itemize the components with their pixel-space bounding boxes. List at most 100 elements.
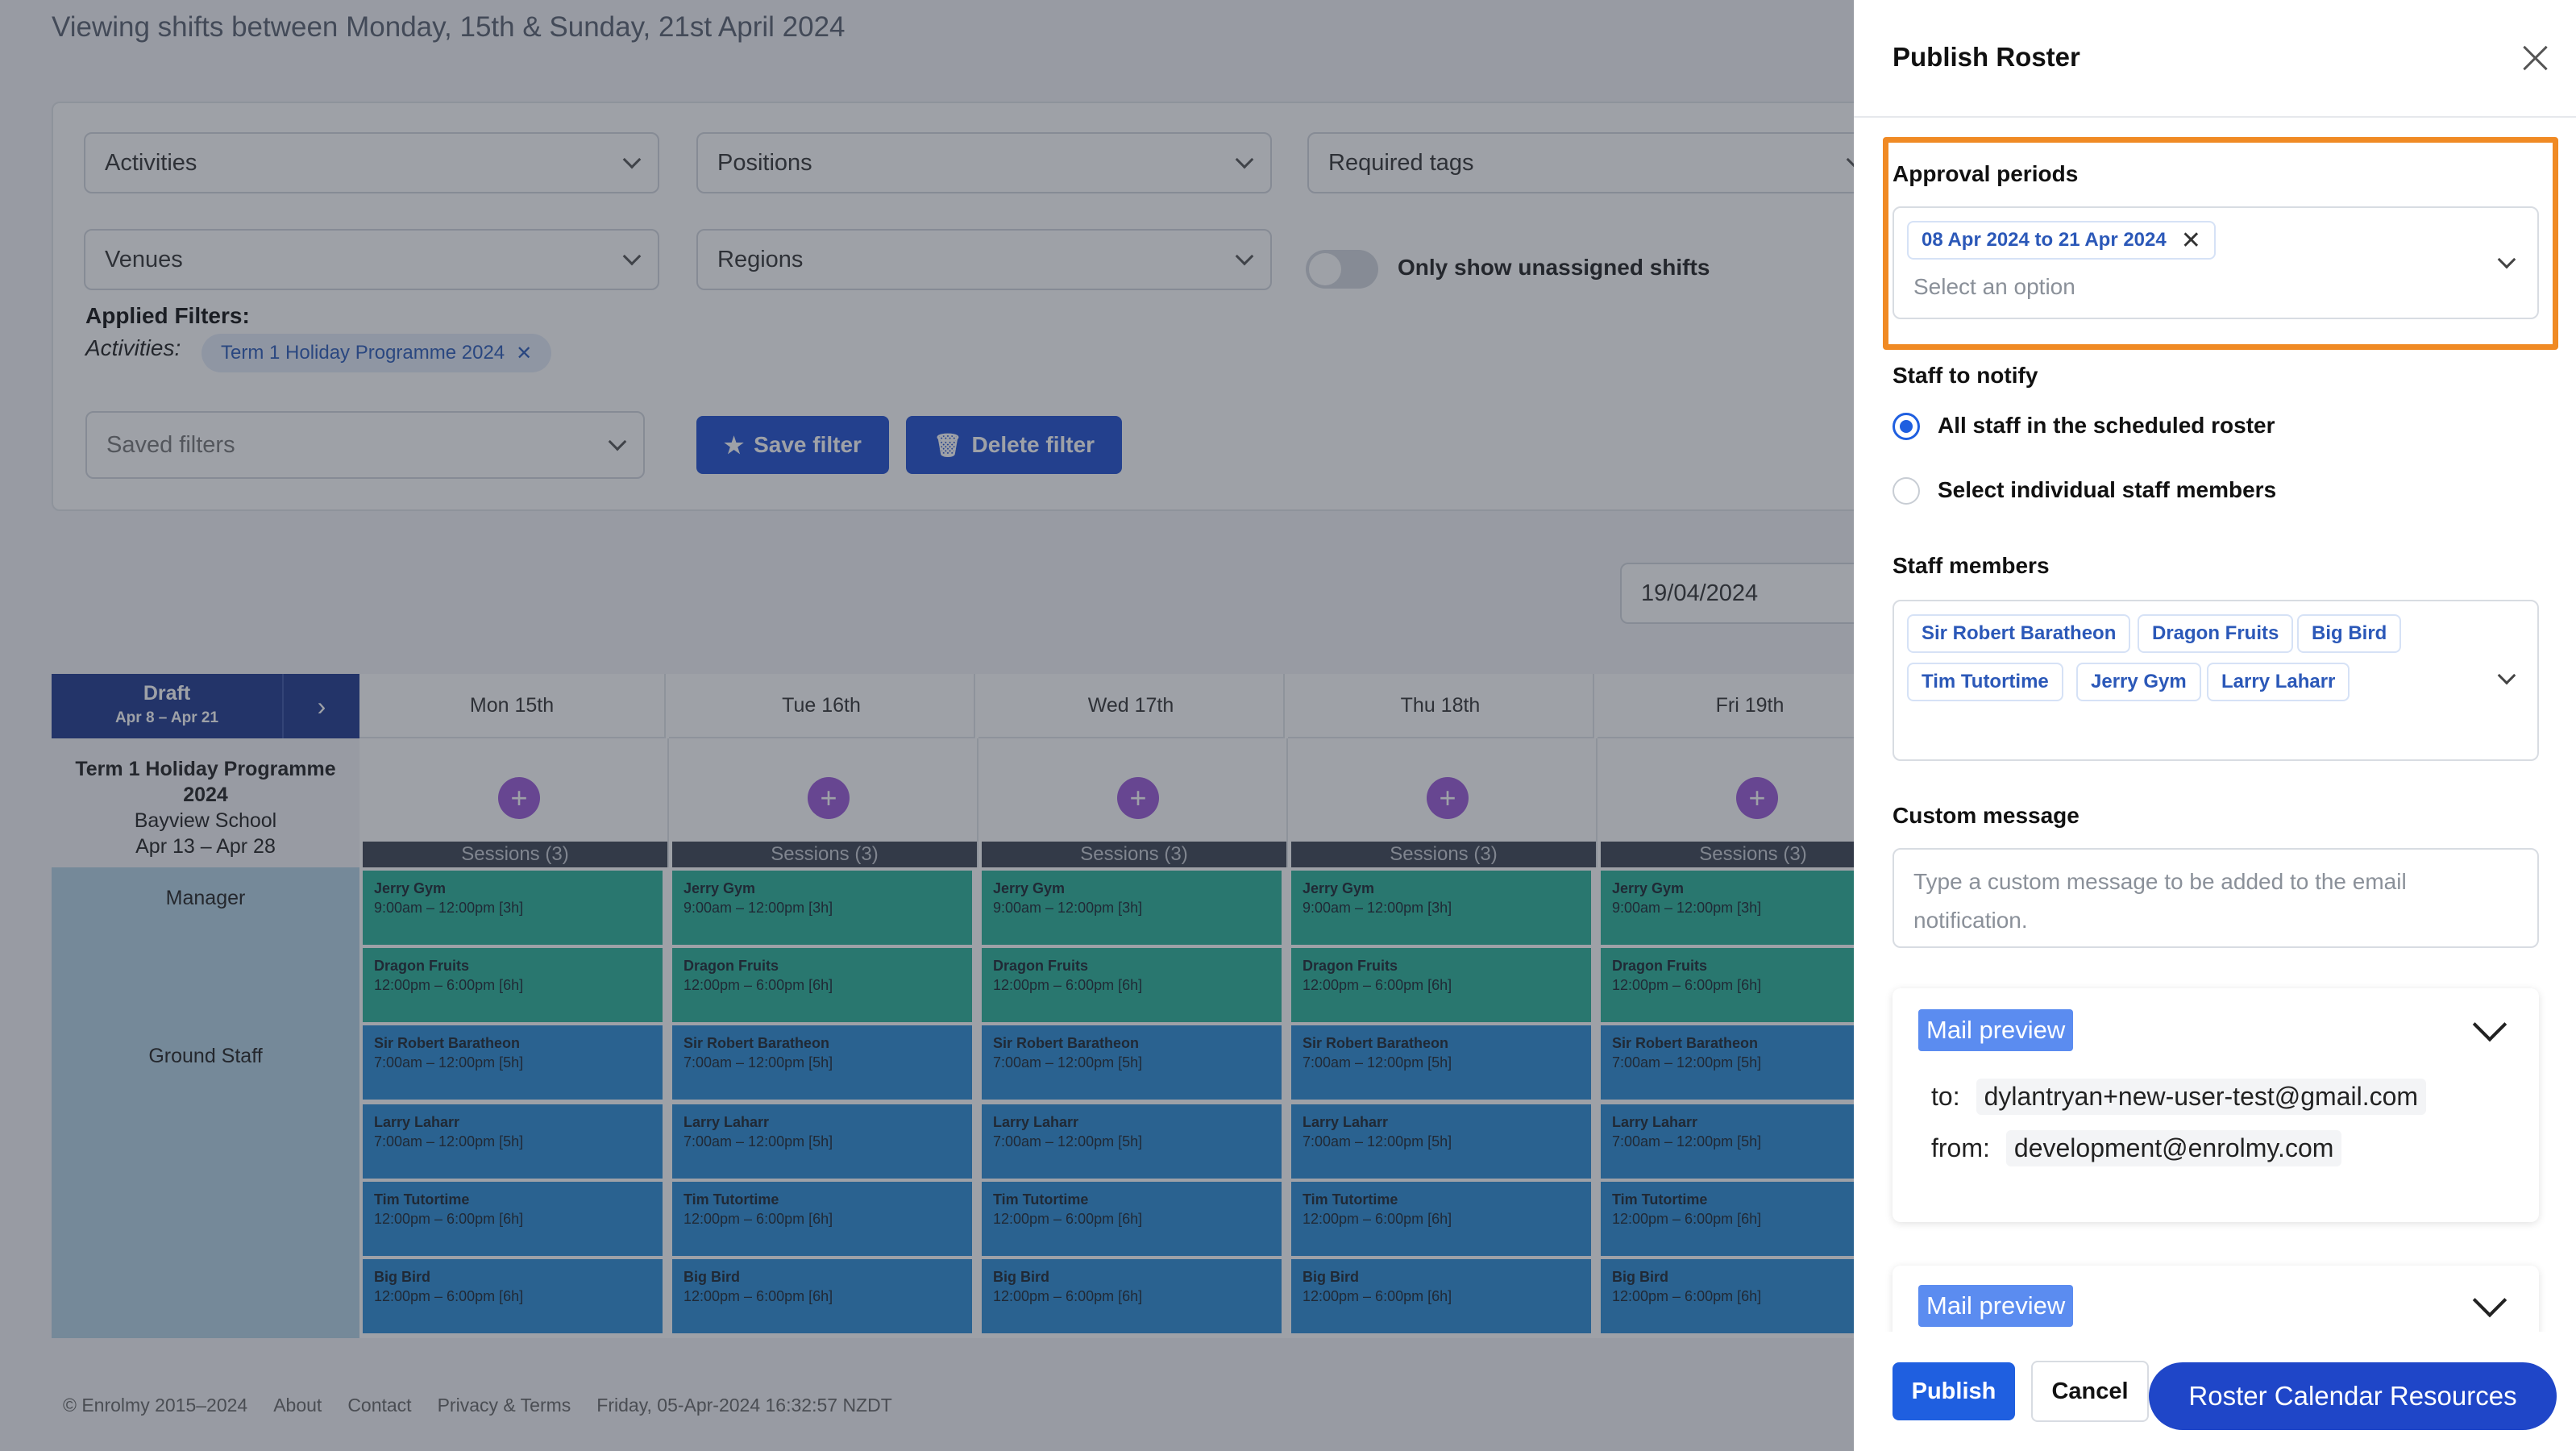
chevron-down-icon[interactable] (2497, 250, 2516, 269)
save-filter-button[interactable]: ★ Save filter (696, 416, 889, 474)
shift-card[interactable]: Jerry Gym 9:00am – 12:00pm [3h] (363, 871, 666, 945)
shift-card[interactable]: Larry Laharr 7:00am – 12:00pm [5h] (1601, 1104, 1904, 1179)
shift-card[interactable]: Big Bird 12:00pm – 6:00pm [6h] (1291, 1259, 1594, 1333)
shift-card[interactable]: Tim Tutortime 12:00pm – 6:00pm [6h] (363, 1182, 666, 1256)
shift-card[interactable]: Dragon Fruits 12:00pm – 6:00pm [6h] (672, 948, 975, 1022)
shift-time: 7:00am – 12:00pm [5h] (683, 1133, 833, 1150)
shift-time: 7:00am – 12:00pm [5h] (993, 1133, 1143, 1150)
staff-tag[interactable]: Larry Laharr (2207, 663, 2350, 701)
custom-message-input[interactable]: Type a custom message to be added to the… (1893, 848, 2539, 948)
shift-card[interactable]: Tim Tutortime 12:00pm – 6:00pm [6h] (1601, 1182, 1904, 1256)
footer-contact-link[interactable]: Contact (347, 1395, 412, 1416)
add-shift-button[interactable]: + (1117, 777, 1159, 819)
applied-filters-title: Applied Filters: (85, 303, 250, 328)
shift-card[interactable]: Dragon Fruits 12:00pm – 6:00pm [6h] (982, 948, 1285, 1022)
shift-card[interactable]: Larry Laharr 7:00am – 12:00pm [5h] (363, 1104, 666, 1179)
shift-card[interactable]: Larry Laharr 7:00am – 12:00pm [5h] (672, 1104, 975, 1179)
shift-time: 12:00pm – 6:00pm [6h] (993, 1288, 1143, 1304)
shift-staff-name: Jerry Gym (683, 880, 756, 896)
regions-select[interactable]: Regions (696, 229, 1272, 290)
shift-card[interactable]: Big Bird 12:00pm – 6:00pm [6h] (1601, 1259, 1904, 1333)
approval-periods-highlight (1883, 137, 2558, 350)
shift-card[interactable]: Jerry Gym 9:00am – 12:00pm [3h] (1601, 871, 1904, 945)
shift-card[interactable]: Big Bird 12:00pm – 6:00pm [6h] (982, 1259, 1285, 1333)
footer-about-link[interactable]: About (273, 1395, 322, 1416)
shift-card[interactable]: Tim Tutortime 12:00pm – 6:00pm [6h] (1291, 1182, 1594, 1256)
programme-cell: Term 1 Holiday Programme 2024 Bayview Sc… (52, 738, 359, 867)
shift-card[interactable]: Larry Laharr 7:00am – 12:00pm [5h] (982, 1104, 1285, 1179)
shift-card[interactable]: Larry Laharr 7:00am – 12:00pm [5h] (1291, 1104, 1594, 1179)
radio-individual-staff-label[interactable]: Select individual staff members (1938, 477, 2277, 502)
chevron-down-icon[interactable] (2472, 1283, 2507, 1318)
draft-period-header[interactable]: Draft Apr 8 – Apr 21 › (52, 674, 359, 738)
shift-time: 12:00pm – 6:00pm [6h] (374, 977, 524, 993)
remove-icon[interactable]: ✕ (2180, 227, 2201, 254)
add-shift-button[interactable]: + (808, 777, 850, 819)
delete-filter-button[interactable]: 🗑 Delete filter (906, 416, 1123, 474)
shift-time: 7:00am – 12:00pm [5h] (374, 1054, 524, 1071)
approval-periods-select[interactable]: 08 Apr 2024 to 21 Apr 2024 ✕ Select an o… (1893, 206, 2539, 319)
radio-all-staff-label[interactable]: All staff in the scheduled roster (1938, 413, 2275, 438)
add-shift-button[interactable]: + (1427, 777, 1469, 819)
sessions-bar[interactable]: Sessions (3) (982, 842, 1286, 867)
shift-card[interactable]: Sir Robert Baratheon 7:00am – 12:00pm [5h… (1291, 1025, 1594, 1100)
remove-icon[interactable]: ✕ (516, 342, 533, 364)
radio-all-staff[interactable] (1893, 413, 1920, 440)
add-shift-button[interactable]: + (1736, 777, 1778, 819)
filter-panel: Activities Positions Required tags Venue… (52, 102, 1897, 511)
approval-period-tag[interactable]: 08 Apr 2024 to 21 Apr 2024 ✕ (1907, 221, 2216, 260)
required-tags-select[interactable]: Required tags (1307, 132, 1883, 193)
shift-card[interactable]: Sir Robert Baratheon 7:00am – 12:00pm [5h… (1601, 1025, 1904, 1100)
radio-individual-staff[interactable] (1893, 477, 1920, 505)
sessions-bar[interactable]: Sessions (3) (1291, 842, 1596, 867)
date-input[interactable]: 19/04/2024 (1620, 563, 1894, 624)
shift-time: 12:00pm – 6:00pm [6h] (683, 1211, 833, 1227)
add-shift-button[interactable]: + (498, 777, 540, 819)
shift-card[interactable]: Sir Robert Baratheon 7:00am – 12:00pm [5h… (672, 1025, 975, 1100)
roster-calendar-resources-button[interactable]: Roster Calendar Resources (2149, 1362, 2557, 1430)
shift-card[interactable]: Dragon Fruits 12:00pm – 6:00pm [6h] (363, 948, 666, 1022)
shift-staff-name: Dragon Fruits (1303, 958, 1398, 974)
positions-select[interactable]: Positions (696, 132, 1272, 193)
saved-filters-select[interactable]: Saved filters (85, 411, 645, 479)
shift-card[interactable]: Big Bird 12:00pm – 6:00pm [6h] (672, 1259, 975, 1333)
staff-tag[interactable]: Big Bird (2297, 614, 2402, 653)
shift-staff-name: Sir Robert Baratheon (1303, 1035, 1449, 1051)
shift-card[interactable]: Dragon Fruits 12:00pm – 6:00pm [6h] (1291, 948, 1594, 1022)
staff-tag[interactable]: Tim Tutortime (1907, 663, 2063, 701)
shift-card[interactable]: Sir Robert Baratheon 7:00am – 12:00pm [5h… (363, 1025, 666, 1100)
shift-card[interactable]: Jerry Gym 9:00am – 12:00pm [3h] (982, 871, 1285, 945)
shift-time: 7:00am – 12:00pm [5h] (374, 1133, 524, 1150)
sessions-bar[interactable]: Sessions (3) (363, 842, 667, 867)
staff-tag[interactable]: Sir Robert Baratheon (1907, 614, 2131, 653)
shift-time: 12:00pm – 6:00pm [6h] (1612, 1211, 1762, 1227)
unassigned-toggle[interactable] (1306, 250, 1378, 289)
shift-time: 12:00pm – 6:00pm [6h] (1303, 1211, 1452, 1227)
shift-card[interactable]: Big Bird 12:00pm – 6:00pm [6h] (363, 1259, 666, 1333)
chevron-down-icon[interactable] (2497, 666, 2516, 685)
footer-privacy-link[interactable]: Privacy & Terms (437, 1395, 571, 1416)
close-icon[interactable] (2518, 40, 2553, 76)
staff-tag[interactable]: Dragon Fruits (2138, 614, 2294, 653)
shift-card[interactable]: Dragon Fruits 12:00pm – 6:00pm [6h] (1601, 948, 1904, 1022)
shift-card[interactable]: Jerry Gym 9:00am – 12:00pm [3h] (1291, 871, 1594, 945)
venues-select[interactable]: Venues (84, 229, 659, 290)
shift-card[interactable]: Jerry Gym 9:00am – 12:00pm [3h] (672, 871, 975, 945)
applied-filter-chip[interactable]: Term 1 Holiday Programme 2024 ✕ (202, 334, 552, 372)
shift-staff-name: Dragon Fruits (993, 958, 1089, 974)
divider (1854, 116, 2576, 118)
chevron-right-icon[interactable]: › (282, 674, 359, 738)
staff-tag[interactable]: Jerry Gym (2076, 663, 2201, 701)
activities-select[interactable]: Activities (84, 132, 659, 193)
shift-card[interactable]: Tim Tutortime 12:00pm – 6:00pm [6h] (982, 1182, 1285, 1256)
cancel-button[interactable]: Cancel (2031, 1361, 2149, 1422)
shift-staff-name: Big Bird (1612, 1269, 1668, 1285)
shift-card[interactable]: Tim Tutortime 12:00pm – 6:00pm [6h] (672, 1182, 975, 1256)
role-manager: Manager (52, 867, 359, 1025)
staff-members-select[interactable]: Sir Robert Baratheon Dragon Fruits Big B… (1893, 600, 2539, 761)
chevron-down-icon[interactable] (2472, 1007, 2507, 1042)
publish-button[interactable]: Publish (1893, 1362, 2015, 1420)
shift-time: 12:00pm – 6:00pm [6h] (683, 977, 833, 993)
sessions-bar[interactable]: Sessions (3) (672, 842, 977, 867)
shift-card[interactable]: Sir Robert Baratheon 7:00am – 12:00pm [5h… (982, 1025, 1285, 1100)
